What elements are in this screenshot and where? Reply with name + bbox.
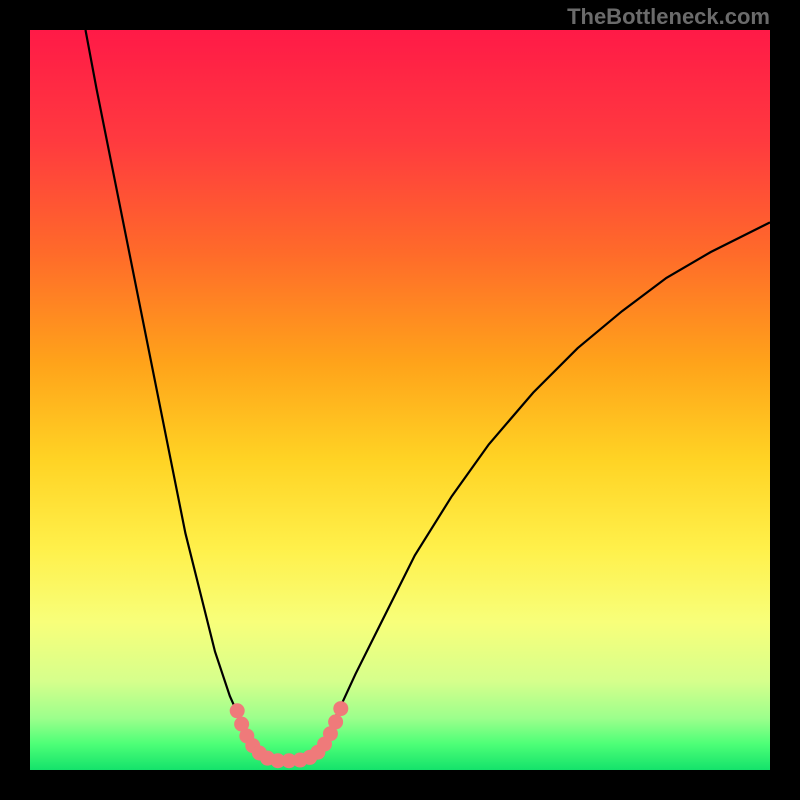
watermark-text: TheBottleneck.com xyxy=(567,4,770,30)
marker-dot xyxy=(333,701,348,716)
marker-group xyxy=(230,701,349,768)
marker-dot xyxy=(328,714,343,729)
plot-area xyxy=(30,30,770,770)
marker-dot xyxy=(230,703,245,718)
chart-frame: TheBottleneck.com xyxy=(0,0,800,800)
bottleneck-curve xyxy=(86,30,771,761)
curve-layer xyxy=(30,30,770,770)
